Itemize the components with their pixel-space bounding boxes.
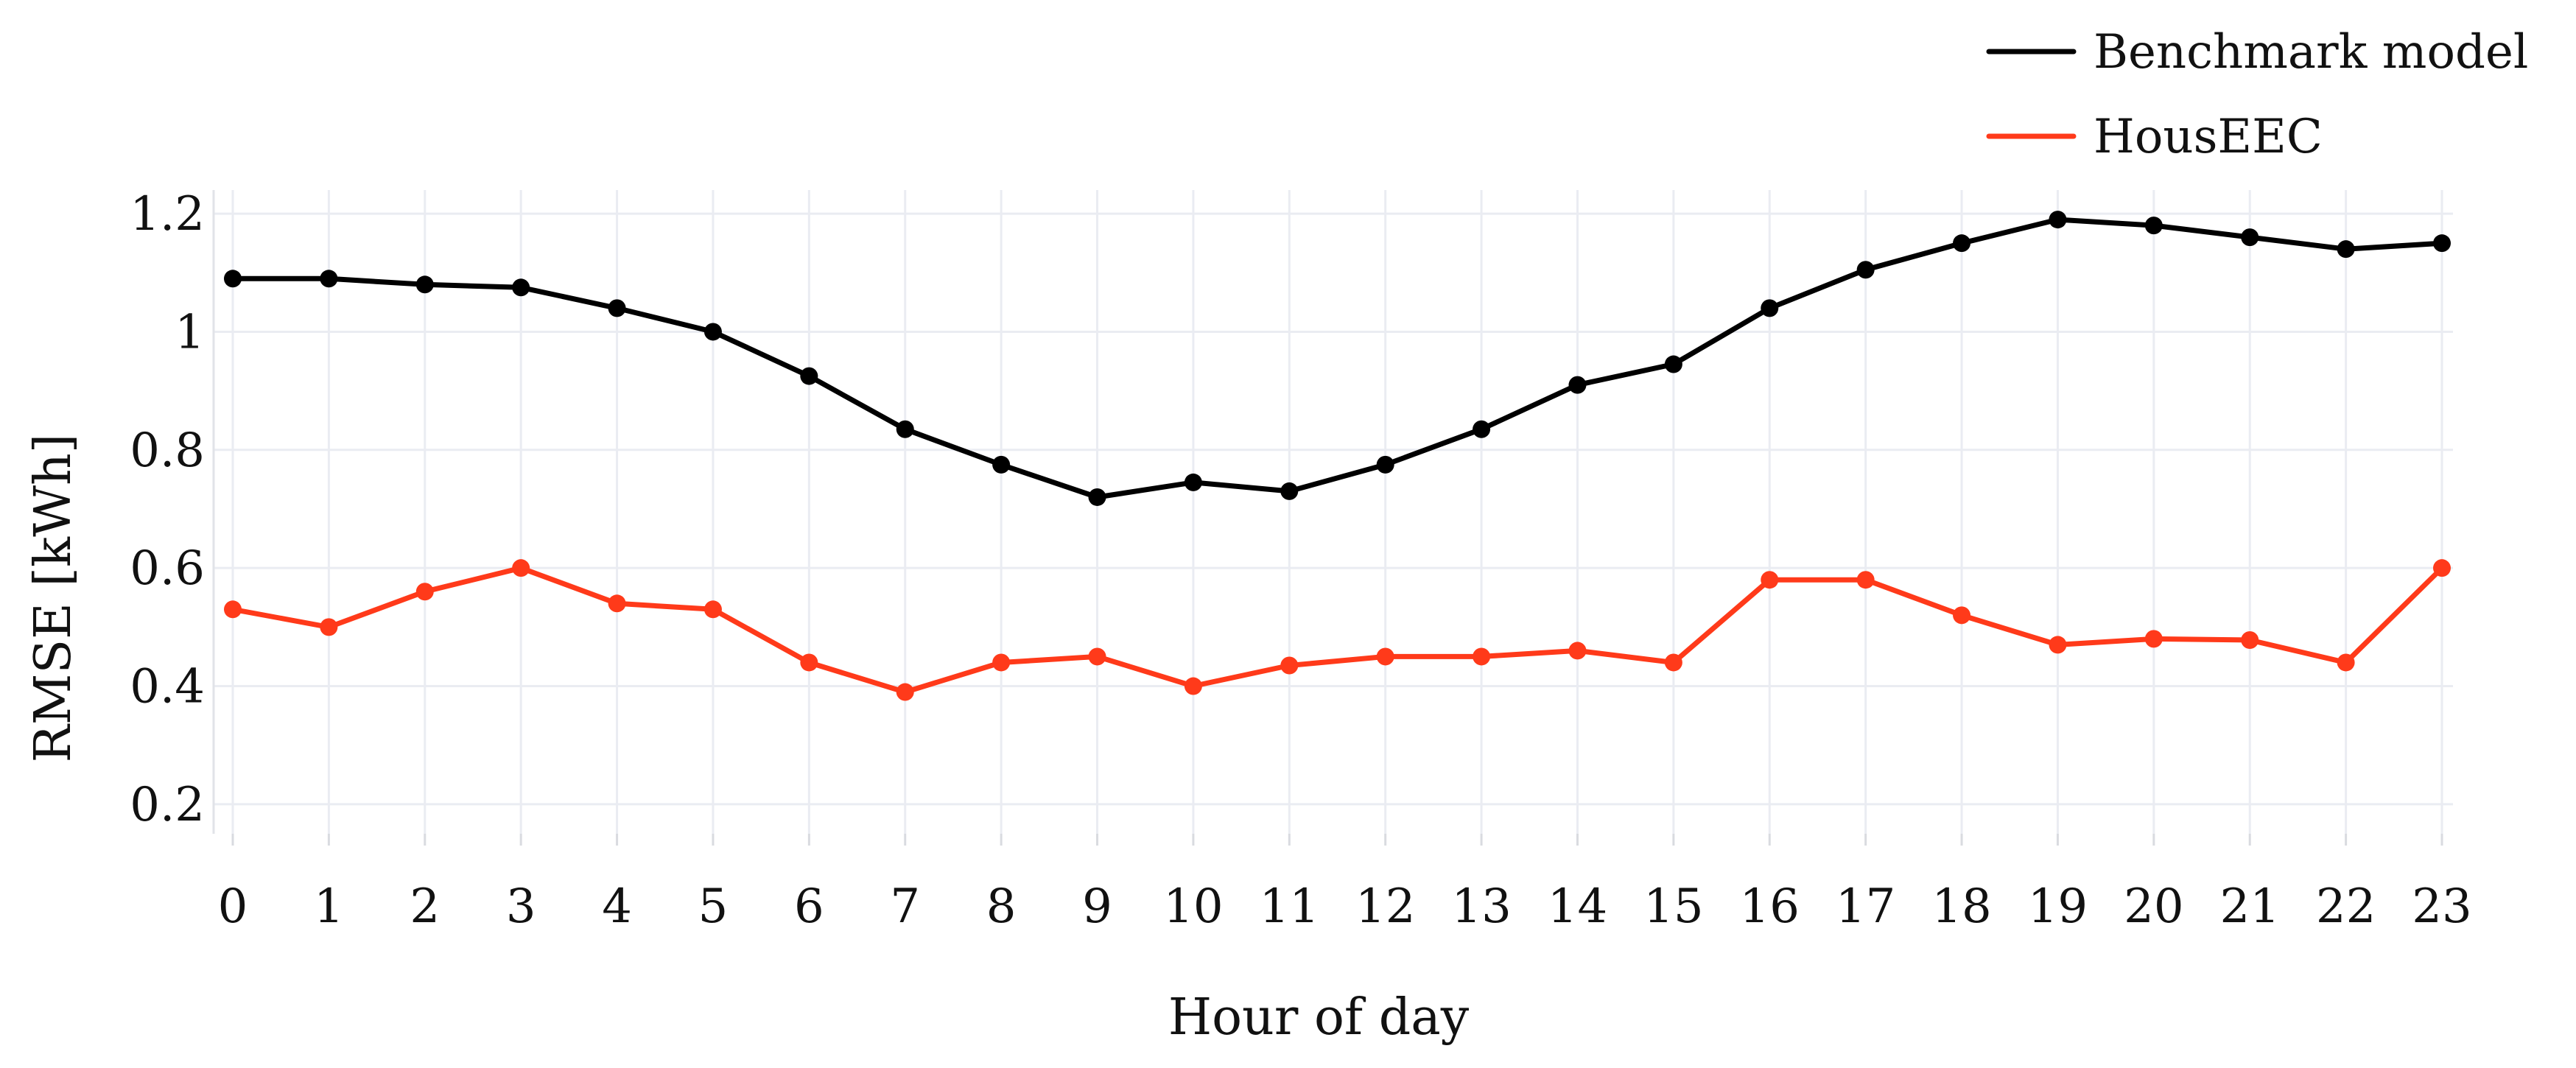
- data-point-houseec: [1280, 656, 1299, 675]
- data-point-houseec: [512, 559, 530, 577]
- data-point-houseec: [1376, 647, 1394, 666]
- data-point-houseec: [1761, 571, 1779, 589]
- data-point-houseec: [1856, 571, 1875, 589]
- data-point-houseec: [1568, 642, 1587, 660]
- x-tick-label: 2: [410, 879, 440, 934]
- x-tick-label: 22: [2316, 879, 2376, 934]
- data-point-houseec: [1664, 653, 1682, 672]
- x-tick-label: 20: [2124, 879, 2183, 934]
- data-point-benchmark: [512, 278, 530, 297]
- x-tick-label: 19: [2028, 879, 2088, 934]
- data-point-houseec: [320, 618, 338, 636]
- grid: [214, 190, 2453, 834]
- data-point-houseec: [1184, 677, 1202, 695]
- data-point-benchmark: [1568, 376, 1587, 394]
- data-point-benchmark: [224, 270, 242, 288]
- data-point-benchmark: [703, 323, 722, 341]
- x-tick-label: 3: [506, 879, 536, 934]
- y-tick-label: 1: [175, 305, 205, 359]
- data-point-benchmark: [1953, 234, 1971, 253]
- y-axis-title: RMSE [kWh]: [24, 434, 83, 763]
- y-tick-label: 0.4: [130, 660, 205, 714]
- x-tick-label: 18: [1931, 879, 1991, 934]
- data-point-houseec: [703, 600, 722, 619]
- series-line-benchmark: [230, 217, 2445, 500]
- data-point-benchmark: [1473, 420, 1491, 438]
- data-point-benchmark: [1184, 473, 1202, 491]
- data-point-benchmark: [2144, 217, 2163, 235]
- legend-label-houseec: HousEEC: [2094, 110, 2323, 164]
- data-point-benchmark: [800, 367, 818, 385]
- data-point-benchmark: [1761, 299, 1779, 317]
- data-point-houseec: [1088, 647, 1106, 666]
- data-point-houseec: [224, 600, 242, 619]
- data-point-houseec: [896, 683, 914, 701]
- x-axis-title: Hour of day: [1168, 988, 1470, 1047]
- data-point-benchmark: [2049, 211, 2067, 229]
- data-point-houseec: [2433, 559, 2451, 577]
- x-tick-label: 14: [1548, 879, 1607, 934]
- x-tick-label: 12: [1355, 879, 1415, 934]
- data-point-houseec: [415, 583, 434, 601]
- x-tick-label: 6: [794, 879, 824, 934]
- data-point-benchmark: [896, 420, 914, 438]
- y-tick-label: 0.2: [130, 778, 205, 832]
- data-point-benchmark: [608, 299, 626, 317]
- data-point-benchmark: [1376, 455, 1394, 474]
- x-tick-label: 4: [602, 879, 632, 934]
- y-tick-label: 0.6: [130, 541, 205, 596]
- data-point-houseec: [2049, 636, 2067, 654]
- axes: 0 1 2 3 4 5 6 7 8 9 10 11 12 13 14 15 16 17 18 19 20 21 22 230.…: [130, 187, 2472, 934]
- data-point-benchmark: [1664, 355, 1682, 373]
- x-tick-label: 1: [314, 879, 344, 934]
- x-tick-label: 17: [1836, 879, 1895, 934]
- data-point-houseec: [800, 653, 818, 672]
- data-point-benchmark: [415, 275, 434, 294]
- legend-label-benchmark: Benchmark model: [2094, 25, 2528, 80]
- series: [224, 211, 2451, 701]
- x-tick-label: 10: [1163, 879, 1223, 934]
- data-point-benchmark: [1856, 261, 1875, 279]
- y-tick-label: 0.8: [130, 424, 205, 478]
- data-point-houseec: [608, 594, 626, 613]
- data-point-houseec: [1953, 606, 1971, 625]
- x-tick-label: 9: [1082, 879, 1112, 934]
- data-point-benchmark: [2337, 240, 2355, 259]
- data-point-benchmark: [992, 455, 1011, 474]
- data-point-benchmark: [1088, 488, 1106, 506]
- data-point-benchmark: [1280, 482, 1299, 500]
- x-tick-label: 13: [1451, 879, 1511, 934]
- legend: Benchmark model HousEEC: [1986, 25, 2528, 164]
- data-point-houseec: [2337, 653, 2355, 672]
- x-tick-label: 16: [1740, 879, 1800, 934]
- data-point-benchmark: [2241, 228, 2259, 247]
- x-tick-label: 8: [986, 879, 1017, 934]
- data-point-benchmark: [2433, 234, 2451, 253]
- data-point-houseec: [2144, 630, 2163, 648]
- x-tick-label: 5: [698, 879, 729, 934]
- x-tick-label: 11: [1260, 879, 1319, 934]
- data-point-houseec: [992, 653, 1011, 672]
- x-tick-label: 21: [2219, 879, 2279, 934]
- x-tick-label: 23: [2412, 879, 2471, 934]
- data-point-benchmark: [320, 270, 338, 288]
- series-line-houseec: [230, 565, 2445, 695]
- x-tick-label: 7: [890, 879, 920, 934]
- data-point-houseec: [2241, 630, 2259, 649]
- x-tick-label: 15: [1643, 879, 1703, 934]
- x-tick-label: 0: [218, 879, 248, 934]
- y-tick-label: 1.2: [130, 187, 205, 242]
- data-point-houseec: [1473, 647, 1491, 666]
